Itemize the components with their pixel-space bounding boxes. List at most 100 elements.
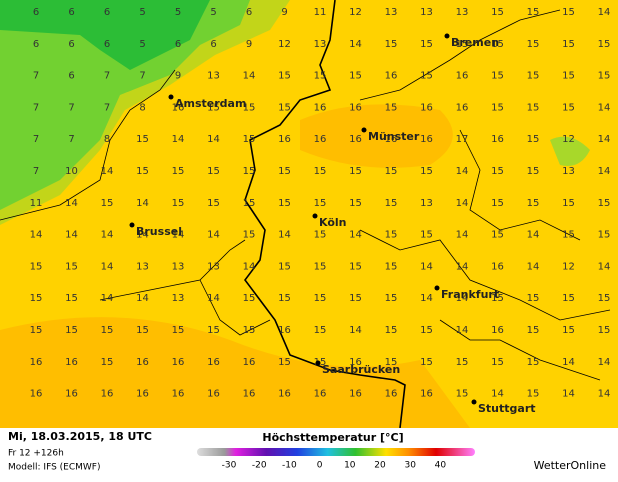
grid-value: 15 — [172, 325, 185, 336]
grid-value: 15 — [101, 198, 114, 209]
grid-value: 15 — [136, 166, 149, 177]
grid-value: 16 — [420, 102, 433, 113]
colorbar-label: -10 — [282, 461, 297, 471]
grid-value: 13 — [136, 261, 149, 272]
grid-value: 14 — [349, 39, 362, 50]
grid-value: 15 — [349, 293, 362, 304]
grid-value: 15 — [65, 261, 78, 272]
grid-value: 15 — [527, 166, 540, 177]
grid-value: 15 — [527, 293, 540, 304]
grid-value: 15 — [385, 325, 398, 336]
grid-value: 15 — [598, 230, 611, 241]
grid-value: 15 — [527, 389, 540, 400]
grid-value: 15 — [491, 230, 504, 241]
city-dot — [129, 222, 135, 228]
grid-value: 15 — [562, 325, 575, 336]
grid-value: 14 — [101, 293, 114, 304]
grid-value: 16 — [420, 134, 433, 145]
grid-value: 15 — [456, 357, 469, 368]
city-name: Stuttgart — [478, 402, 536, 415]
grid-value: 14 — [598, 134, 611, 145]
grid-value: 16 — [385, 71, 398, 82]
grid-value: 15 — [101, 325, 114, 336]
grid-value: 15 — [420, 325, 433, 336]
grid-value: 16 — [420, 389, 433, 400]
grid-value: 14 — [456, 293, 469, 304]
city-dot — [444, 33, 450, 39]
grid-value: 14 — [491, 389, 504, 400]
grid-value: 15 — [527, 357, 540, 368]
grid-value: 16 — [65, 357, 78, 368]
grid-value: 15 — [314, 293, 327, 304]
grid-value: 16 — [207, 389, 220, 400]
cities: Bremen Amsterdam Münster Köln Brussel Frankfu… — [129, 33, 536, 415]
grid-value: 7 — [33, 134, 39, 145]
grid-value: 13 — [172, 261, 185, 272]
grid-value: 16 — [172, 389, 185, 400]
grid-value: 9 — [246, 39, 252, 50]
grid-value: 15 — [349, 71, 362, 82]
regions — [0, 9, 611, 381]
grid-value: 15 — [562, 102, 575, 113]
grid-value: 15 — [207, 166, 220, 177]
grid-value: 14 — [65, 198, 78, 209]
city-dot — [312, 213, 318, 219]
value-grid: 6 6 6 5 5 5 6 9 11 12 13 13 13 15 15 15 14 6 6 6 5 6 6 9 12 13 14 1… — [30, 7, 611, 400]
grid-value: 16 — [65, 389, 78, 400]
warm-area — [0, 317, 470, 428]
grid-value: 15 — [527, 102, 540, 113]
cold-core — [0, 0, 210, 70]
colorbar-label: 10 — [344, 461, 356, 471]
grid-value: 13 — [172, 293, 185, 304]
grid-value: 16 — [136, 357, 149, 368]
grid-value: 7 — [33, 166, 39, 177]
grid-value: 12 — [278, 39, 291, 50]
grid-value: 15 — [527, 7, 540, 18]
grid-value: 14 — [456, 166, 469, 177]
grid-value: 6 — [33, 39, 39, 50]
grid-value: 14 — [243, 261, 256, 272]
grid-value: 15 — [65, 325, 78, 336]
grid-value: 15 — [278, 261, 291, 272]
grid-value: 15 — [420, 39, 433, 50]
grid-value: 7 — [104, 71, 110, 82]
grid-value: 15 — [30, 261, 43, 272]
grid-value: 16 — [172, 357, 185, 368]
grid-value: 14 — [101, 166, 114, 177]
grid-value: 14 — [101, 230, 114, 241]
date: Mi, 18.03.2015, 18 UTC — [8, 430, 152, 443]
grid-value: 14 — [172, 134, 185, 145]
grid-value: 15 — [598, 39, 611, 50]
grid-value: 15 — [172, 166, 185, 177]
grid-value: 15 — [562, 71, 575, 82]
colorbar-label: 20 — [374, 461, 386, 471]
grid-value: 7 — [68, 102, 74, 113]
grid-value: 15 — [562, 198, 575, 209]
grid-value: 15 — [30, 293, 43, 304]
grid-value: 15 — [385, 357, 398, 368]
grid-value: 15 — [385, 39, 398, 50]
grid-value: 15 — [385, 261, 398, 272]
grid-value: 15 — [385, 166, 398, 177]
grid-value: 7 — [68, 134, 74, 145]
grid-value: 14 — [136, 293, 149, 304]
grid-value: 16 — [207, 357, 220, 368]
grid-value: 15 — [278, 102, 291, 113]
grid-value: 15 — [314, 198, 327, 209]
grid-value: 15 — [562, 293, 575, 304]
grid-value: 15 — [456, 389, 469, 400]
grid-value: 13 — [420, 7, 433, 18]
grid-value: 14 — [207, 134, 220, 145]
colorbar-label: -30 — [222, 461, 237, 471]
grid-value: 13 — [420, 198, 433, 209]
grid-value: 15 — [527, 325, 540, 336]
grid-value: 16 — [136, 389, 149, 400]
grid-value: 5 — [139, 7, 145, 18]
grid-value: 14 — [456, 198, 469, 209]
city-dot — [361, 127, 367, 133]
grid-value: 14 — [136, 230, 149, 241]
grid-value: 14 — [598, 389, 611, 400]
grid-value: 12 — [349, 7, 362, 18]
grid-value: 14 — [527, 261, 540, 272]
grid-value: 14 — [598, 261, 611, 272]
